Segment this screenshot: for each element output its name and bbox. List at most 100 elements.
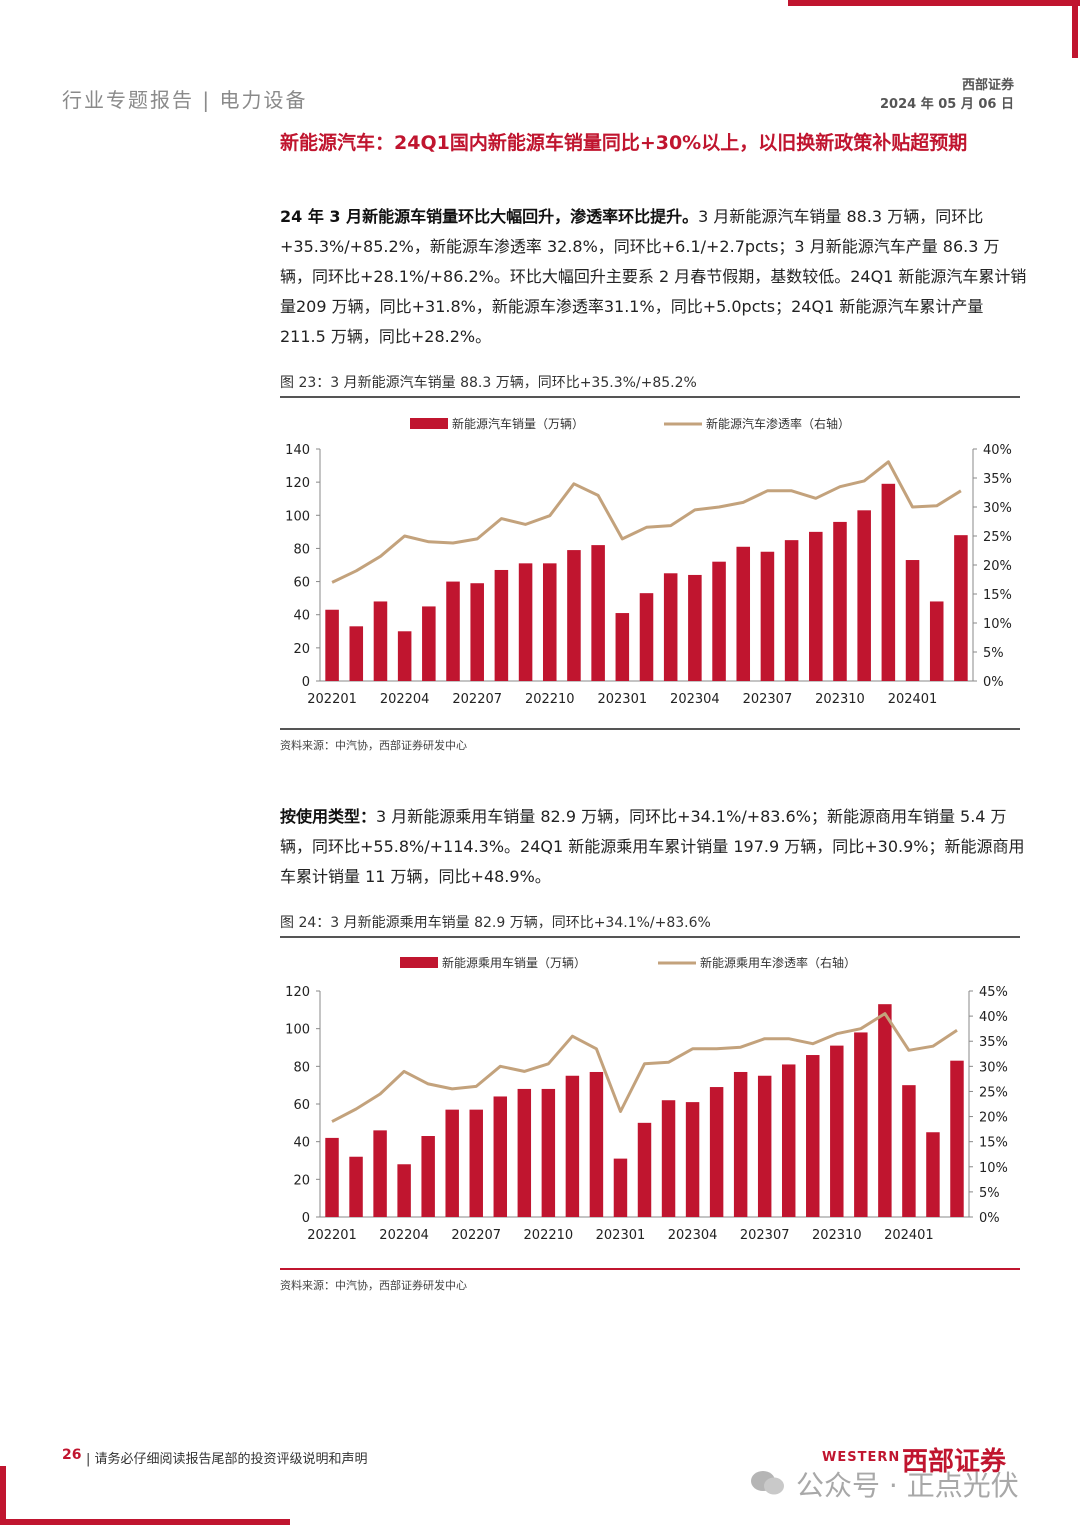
y-left-tick-label: 120 — [285, 476, 310, 491]
bar-202212 — [589, 1071, 604, 1217]
bar-202211 — [565, 1075, 580, 1217]
bar-202310 — [833, 521, 847, 681]
header-company: 西部证券 — [961, 78, 1014, 93]
x-tick-label: 202204 — [379, 1228, 429, 1243]
x-tick-label: 202207 — [452, 692, 502, 707]
x-tick-label: 202307 — [740, 1228, 790, 1243]
y-left-tick-label: 80 — [293, 1060, 310, 1075]
bar-202207 — [469, 1109, 483, 1217]
paragraph-2: 按使用类型：3 月新能源乘用车销量 82.9 万辆，同环比+34.1%/+83.… — [280, 802, 1028, 892]
footer-disclaimer: | 请务必仔细阅读报告尾部的投资评级说明和声明 — [86, 1452, 368, 1467]
y-right-tick-label: 35% — [979, 1035, 1008, 1050]
bar-202311 — [857, 510, 871, 681]
bar-202310 — [830, 1045, 844, 1217]
bar-202206 — [445, 1109, 459, 1217]
y-right-tick-label: 5% — [979, 1186, 1000, 1201]
bottom-accent-vertical — [0, 1466, 6, 1524]
bar-202212 — [591, 545, 605, 681]
top-accent-bar — [788, 0, 1080, 6]
y-left-tick-label: 120 — [285, 985, 310, 1000]
bar-202302 — [639, 593, 654, 681]
bar-202209 — [518, 563, 533, 681]
y-right-tick-label: 30% — [979, 1060, 1008, 1075]
x-tick-label: 202304 — [670, 692, 720, 707]
section-title: 新能源汽车：24Q1国内新能源车销量同比+30%以上，以旧换新政策补贴超预期 — [280, 132, 968, 154]
bar-202304 — [688, 574, 702, 681]
paragraph-1-lead: 24 年 3 月新能源车销量环比大幅回升，渗透率环比提升。 — [280, 207, 699, 226]
legend-bar-swatch — [400, 957, 438, 968]
bar-202209 — [517, 1088, 532, 1217]
bar-202303 — [661, 1100, 676, 1217]
figure-23-title: 图 23：3 月新能源汽车销量 88.3 万辆，同环比+35.3%/+85.2% — [280, 375, 697, 391]
figure-24-top-rule — [280, 936, 1020, 938]
figure-23-source: 资料来源：中汽协，西部证券研发中心 — [280, 739, 467, 752]
bar-202305 — [712, 561, 726, 681]
bar-202205 — [421, 1136, 435, 1217]
y-right-tick-label: 15% — [979, 1136, 1008, 1151]
bar-202305 — [709, 1087, 724, 1217]
bar-202208 — [494, 569, 509, 681]
legend-bar-swatch — [410, 418, 448, 429]
y-right-tick-label: 0% — [979, 1211, 1000, 1226]
bar-202202 — [349, 1156, 363, 1217]
bar-202403 — [950, 1060, 964, 1217]
bar-202210 — [542, 563, 557, 681]
bar-202203 — [373, 1130, 387, 1217]
y-right-tick-label: 20% — [983, 559, 1012, 574]
y-left-tick-label: 0 — [302, 1211, 310, 1226]
y-left-tick-label: 100 — [285, 509, 310, 524]
figure-24-bottom-rule — [280, 1268, 1020, 1270]
x-tick-label: 202201 — [307, 1228, 357, 1243]
bar-202201 — [325, 609, 339, 681]
y-right-tick-label: 40% — [979, 1010, 1008, 1025]
bar-202210 — [541, 1088, 556, 1217]
y-right-tick-label: 10% — [983, 617, 1012, 632]
y-left-tick-label: 100 — [285, 1023, 310, 1038]
bar-202403 — [954, 535, 968, 681]
y-left-tick-label: 60 — [293, 576, 310, 591]
bar-202204 — [397, 1164, 411, 1217]
y-left-tick-label: 60 — [293, 1098, 310, 1113]
bar-202308 — [784, 540, 799, 681]
bar-202211 — [567, 550, 581, 681]
paragraph-2-body: 3 月新能源乘用车销量 82.9 万辆，同环比+34.1%/+83.6%；新能源… — [280, 807, 1025, 886]
bar-202312 — [878, 1004, 892, 1217]
logo-text-en: WESTERN — [822, 1450, 901, 1465]
bottom-accent-bar — [0, 1519, 290, 1525]
bar-202306 — [736, 546, 751, 681]
x-tick-label: 202310 — [812, 1228, 862, 1243]
bar-202306 — [733, 1071, 748, 1217]
page-number: 26 — [62, 1447, 82, 1463]
bar-202202 — [349, 626, 364, 681]
x-tick-label: 202401 — [884, 1228, 934, 1243]
bar-202204 — [397, 631, 412, 681]
bar-202207 — [470, 583, 484, 681]
paragraph-2-lead: 按使用类型： — [280, 807, 377, 826]
figure-24-chart: 新能源乘用车销量（万辆） 新能源乘用车渗透率（右轴） 0 20 40 60 80 100 120… — [285, 955, 1008, 1243]
bar-202311 — [854, 1032, 868, 1217]
y-left-tick-label: 20 — [293, 1173, 310, 1188]
paragraph-1: 24 年 3 月新能源车销量环比大幅回升，渗透率环比提升。3 月新能源汽车销量 … — [280, 202, 1028, 352]
bar-202402 — [926, 1132, 940, 1217]
y-right-tick-label: 0% — [983, 675, 1004, 690]
legend-line-label: 新能源乘用车渗透率（右轴） — [700, 955, 856, 970]
bar-202205 — [422, 606, 436, 681]
bar-202201 — [325, 1137, 339, 1217]
bar-202307 — [760, 551, 775, 681]
y-right-tick-label: 25% — [979, 1085, 1008, 1100]
bar-202402 — [929, 601, 944, 681]
y-right-tick-label: 35% — [983, 472, 1012, 487]
paragraph-1-body: 3 月新能源汽车销量 88.3 万辆，同环比+35.3%/+85.2%，新能源车… — [280, 207, 1027, 346]
bar-202309 — [809, 531, 823, 681]
bar-202303 — [663, 573, 678, 681]
watermark: 公众号 · 正点光伏 — [796, 1469, 1019, 1502]
bar-202302 — [637, 1122, 652, 1217]
y-left-tick-label: 0 — [302, 675, 310, 690]
legend-line-label: 新能源汽车渗透率（右轴） — [706, 416, 850, 431]
bar-202206 — [446, 581, 460, 681]
x-tick-label: 202304 — [668, 1228, 718, 1243]
y-right-tick-label: 20% — [979, 1111, 1008, 1126]
bar-202203 — [373, 601, 388, 681]
bar-202401 — [905, 560, 920, 681]
bar-202401 — [902, 1085, 916, 1217]
